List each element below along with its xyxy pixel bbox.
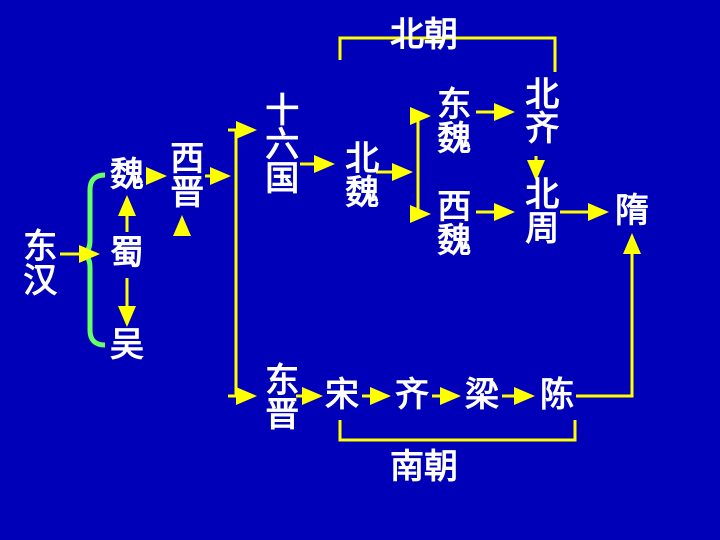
node-shu: 蜀 [110,236,144,272]
node-sui: 隋 [615,194,649,230]
node-dongjin: 东晋 [260,362,296,430]
node-shiliuguo: 十六国 [260,92,296,194]
node-wu: 吴 [110,328,144,364]
node-dongwei: 东魏 [432,86,468,154]
node-beichao: 北朝 [390,18,458,54]
node-song: 宋 [325,378,359,414]
node-nanchao: 南朝 [390,450,458,486]
node-chen: 陈 [540,378,574,414]
node-wei: 魏 [110,158,144,194]
three-kingdoms-bracket [80,175,105,345]
node-beiwei: 北魏 [340,140,376,208]
path-beiwei-split-bracket [410,116,418,214]
node-beiqi: 北齐 [520,76,556,144]
node-beizhou: 北周 [520,176,556,244]
node-liang: 梁 [465,378,499,414]
path-xijin-split-bracket [228,130,236,396]
path-chen-to-sui [576,236,632,396]
node-qi: 齐 [395,378,429,414]
node-xijin: 西晋 [165,140,201,208]
node-xiwei: 西魏 [432,188,468,256]
node-donghan: 东汉 [18,228,54,296]
path-nanchao-bracket [340,420,575,440]
